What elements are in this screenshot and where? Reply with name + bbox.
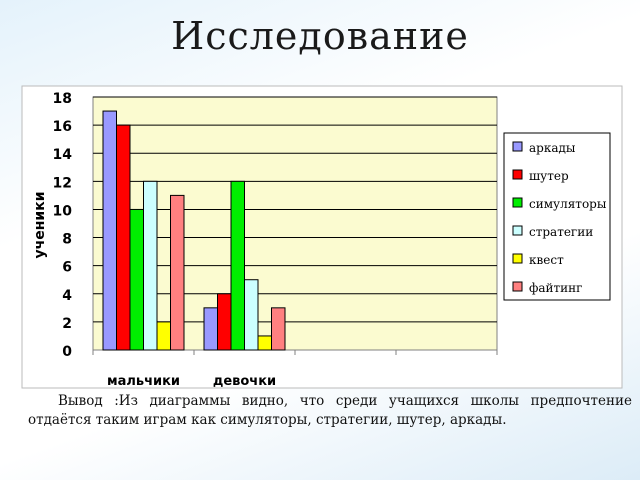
legend-swatch-файтинг: [512, 281, 523, 292]
legend-swatch-симуляторы: [512, 197, 523, 208]
bar-стратегии: [143, 180, 158, 351]
bar-аркады: [203, 307, 218, 351]
y-tick-label: 12: [53, 175, 72, 191]
legend-swatch-стратегии: [512, 225, 523, 236]
x-category-label: мальчики: [107, 374, 180, 389]
legend-label: стратегии: [529, 225, 593, 239]
conclusion-text: Вывод :Из диаграммы видно, что среди уча…: [28, 393, 632, 428]
y-tick-label: 14: [53, 147, 73, 163]
bar-файтинг: [271, 307, 286, 351]
bar-аркады: [102, 110, 117, 351]
y-tick-label: 4: [62, 288, 72, 304]
y-axis-title: ученики: [32, 191, 48, 258]
bar-симуляторы: [230, 180, 245, 351]
bar-квест: [156, 321, 171, 351]
x-category-label: девочки: [213, 374, 276, 389]
y-tick-label: 6: [62, 260, 72, 276]
legend-swatch-квест: [512, 253, 523, 264]
legend-swatch-шутер: [512, 169, 523, 180]
legend-swatch-аркады: [512, 141, 523, 152]
bar-шутер: [116, 124, 131, 351]
y-tick-label: 2: [62, 316, 72, 332]
bar-chart: 0 2 4 6 8 10 12 14 16 18 мальчики девочки ученики арк…: [21, 85, 623, 389]
bar-шутер: [217, 293, 232, 351]
legend-box: [503, 132, 611, 301]
legend-label: аркады: [529, 141, 576, 155]
legend-label: квест: [529, 253, 564, 267]
bar-симуляторы: [129, 208, 144, 351]
legend-label: файтинг: [529, 281, 582, 295]
bar-файтинг: [170, 194, 185, 351]
y-tick-label: 8: [62, 232, 72, 248]
slide-title: Исследование: [171, 14, 469, 58]
y-tick-label: 18: [53, 91, 72, 107]
y-tick-label: 10: [53, 203, 73, 219]
y-tick-label: 0: [62, 344, 72, 360]
y-tick-label: 16: [53, 119, 72, 135]
legend-label: шутер: [529, 169, 569, 183]
bar-квест: [257, 335, 272, 351]
legend-label: симуляторы: [529, 197, 607, 211]
bar-стратегии: [244, 279, 259, 351]
